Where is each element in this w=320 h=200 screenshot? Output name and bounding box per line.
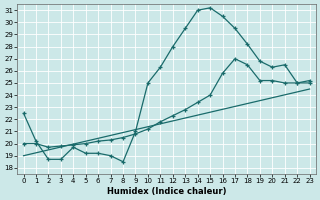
X-axis label: Humidex (Indice chaleur): Humidex (Indice chaleur)	[107, 187, 226, 196]
